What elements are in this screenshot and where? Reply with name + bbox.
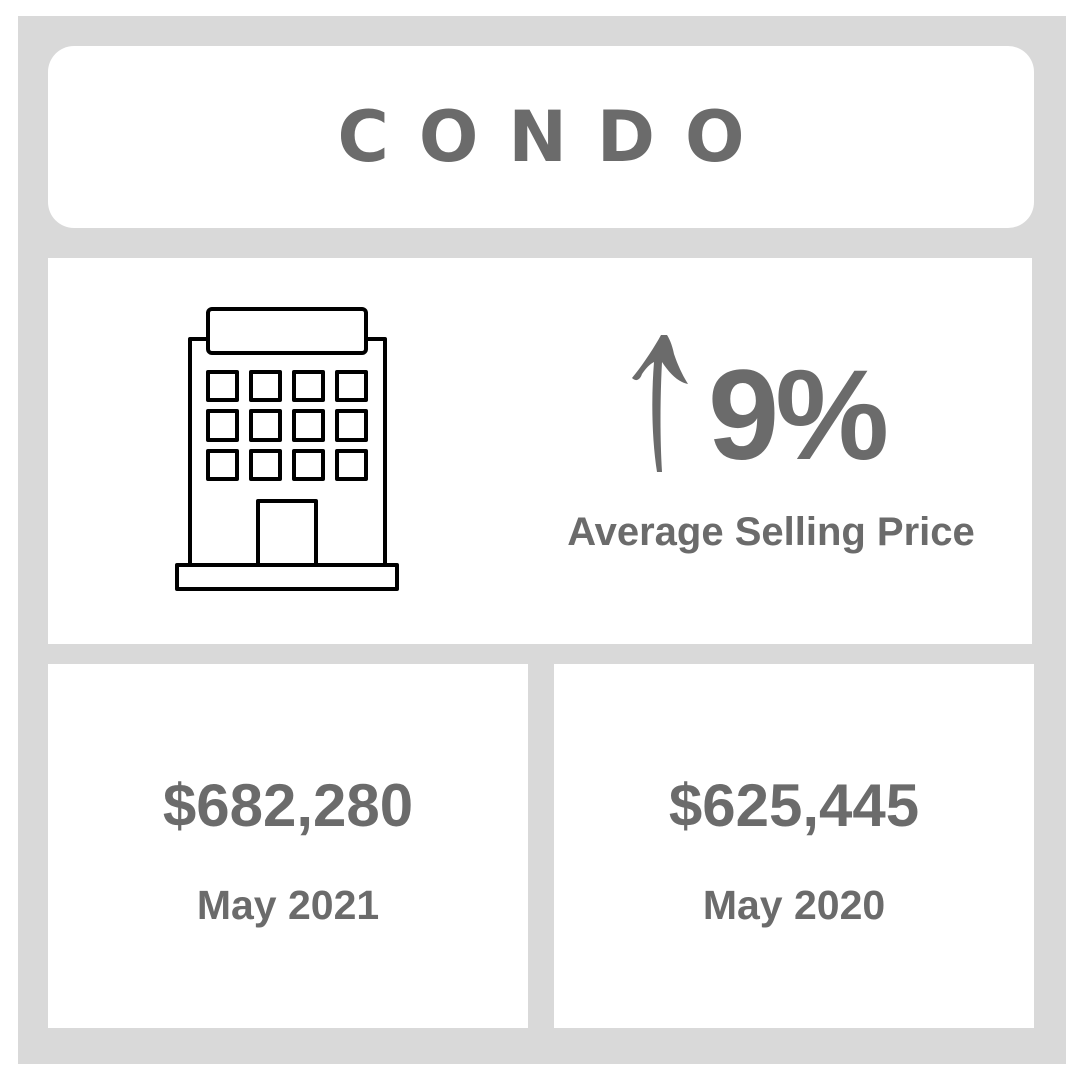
arrow-up-icon <box>632 335 688 472</box>
current-period: May 2021 <box>196 882 380 928</box>
metric-label: Average Selling Price <box>567 510 975 554</box>
stat-card-previous: $625,445 May 2020 <box>554 664 1034 1028</box>
previous-period: May 2020 <box>702 882 886 928</box>
title-card: CONDO <box>48 46 1034 228</box>
page-title: CONDO <box>337 96 775 178</box>
condo-building-icon <box>175 307 399 591</box>
current-price: $682,280 <box>162 772 414 839</box>
change-percent: 9% <box>708 344 889 487</box>
stat-card-current: $682,280 May 2021 <box>48 664 528 1028</box>
previous-price: $625,445 <box>668 772 920 839</box>
